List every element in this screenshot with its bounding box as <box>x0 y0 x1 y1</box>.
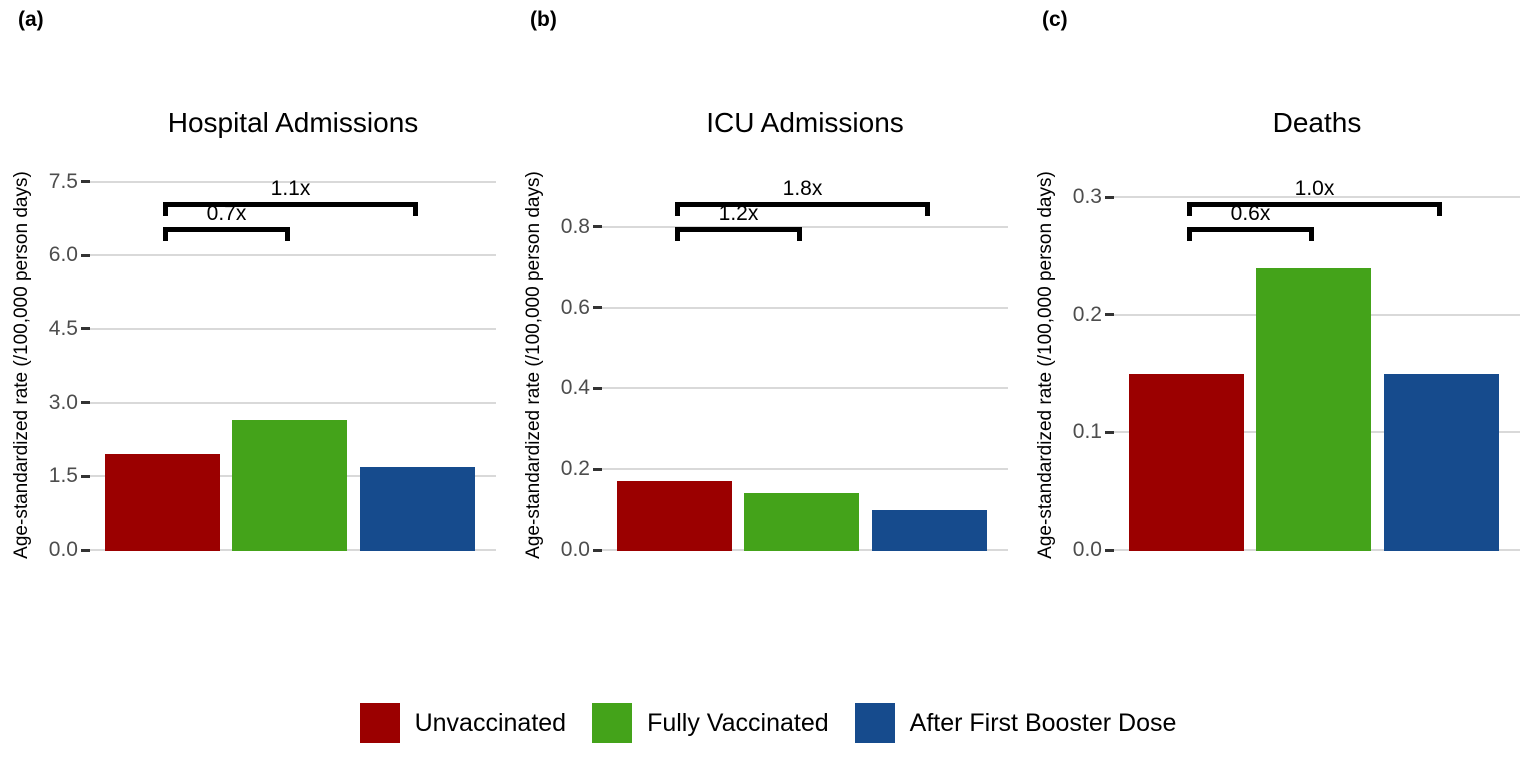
y-tick-mark <box>593 548 602 552</box>
panel-title: Hospital Admissions <box>167 107 419 138</box>
y-axis-label: Age-standardized rate (/100,000 person d… <box>11 171 32 559</box>
bar-after-first-booster-dose <box>872 509 987 551</box>
y-tick-mark <box>1105 430 1114 434</box>
bar-fully-vaccinated <box>1256 267 1371 551</box>
gridline <box>1114 196 1520 199</box>
ratio-bracket <box>163 227 290 241</box>
y-tick-mark <box>81 180 90 184</box>
bar-unvaccinated <box>617 481 732 551</box>
panel-title: Deaths <box>1272 107 1362 138</box>
gridline <box>90 401 496 404</box>
y-tick-mark <box>1105 313 1114 317</box>
y-tick-label: 0.0 <box>48 538 78 561</box>
y-tick-label: 0.8 <box>560 214 590 238</box>
bar-fully-vaccinated <box>744 493 859 551</box>
y-tick-label: 3.0 <box>48 390 78 414</box>
bar-after-first-booster-dose <box>1384 373 1499 551</box>
legend-label: Unvaccinated <box>414 708 567 737</box>
ratio-label: 0.6x <box>1230 202 1271 225</box>
y-tick-mark <box>593 386 602 390</box>
ratio-bracket <box>1187 227 1314 241</box>
legend-swatch-unvaccinated <box>359 703 400 743</box>
y-tick-mark <box>593 306 602 309</box>
y-tick-label: 0.2 <box>560 457 590 481</box>
legend-item-unvaccinated: Unvaccinated <box>359 701 567 745</box>
y-tick-label: 6.0 <box>48 243 78 267</box>
ratio-bracket <box>675 202 930 216</box>
y-tick-mark <box>1105 195 1114 199</box>
panel-hospital-admissions: (a) Hospital Admissions Age-standardized r… <box>0 0 512 768</box>
gridline <box>602 225 1008 228</box>
gridline <box>90 254 496 257</box>
ratio-label: 1.2x <box>718 202 759 225</box>
y-tick-label: 0.1 <box>1072 420 1102 444</box>
y-tick-label: 0.6 <box>560 295 590 319</box>
legend-label: After First Booster Dose <box>909 708 1177 737</box>
y-tick-label: 1.5 <box>48 464 78 488</box>
ratio-label: 1.1x <box>270 177 311 200</box>
panel-letter: (b) <box>530 8 557 31</box>
gridline <box>602 387 1008 390</box>
gridline <box>90 327 496 330</box>
legend-item-after-first-booster-dose: After First Booster Dose <box>854 701 1177 745</box>
y-tick-label: 4.5 <box>48 316 78 340</box>
legend-swatch-fully-vaccinated <box>592 703 633 743</box>
bar-after-first-booster-dose <box>360 466 475 551</box>
legend-item-fully-vaccinated: Fully Vaccinated <box>592 701 829 745</box>
ratio-label: 0.7x <box>206 202 247 225</box>
bar-fully-vaccinated <box>232 419 347 551</box>
y-tick-mark <box>81 548 90 552</box>
y-tick-label: 0.0 <box>1072 538 1102 561</box>
y-tick-mark <box>81 253 90 257</box>
gridline <box>602 306 1008 309</box>
panel-deaths: (c) Deaths Age-standardized rate (/100,000… <box>1024 0 1536 768</box>
ratio-bracket <box>1187 202 1442 216</box>
ratio-bracket <box>163 202 418 216</box>
y-tick-mark <box>593 467 602 471</box>
legend-label: Fully Vaccinated <box>647 708 829 737</box>
bar-unvaccinated <box>1129 373 1244 551</box>
panel-letter: (c) <box>1042 8 1068 31</box>
ratio-label: 1.0x <box>1294 177 1335 200</box>
y-tick-mark <box>81 474 90 478</box>
y-tick-label: 0.3 <box>1072 185 1102 209</box>
y-tick-mark <box>81 327 90 331</box>
gridline <box>602 468 1008 471</box>
panel-icu-admissions: (b) ICU Admissions Age-standardized rate (… <box>512 0 1024 768</box>
y-tick-mark <box>593 225 602 229</box>
y-tick-label: 0.2 <box>1072 302 1102 326</box>
ratio-label: 1.8x <box>782 177 823 200</box>
ratio-bracket <box>675 227 802 241</box>
panel-title: ICU Admissions <box>706 107 904 138</box>
y-tick-label: 0.4 <box>560 376 590 400</box>
y-tick-label: 0.0 <box>560 538 590 561</box>
y-tick-mark <box>81 401 90 405</box>
legend-swatch-after-first-booster-dose <box>854 703 895 743</box>
gridline <box>90 180 496 183</box>
y-tick-mark <box>1105 548 1114 552</box>
panel-letter: (a) <box>18 8 44 31</box>
y-tick-label: 7.5 <box>48 169 78 193</box>
legend: Unvaccinated Fully Vaccinated After First … <box>0 701 1536 745</box>
bar-unvaccinated <box>105 454 220 551</box>
y-axis-label: Age-standardized rate (/100,000 person d… <box>1035 171 1056 559</box>
